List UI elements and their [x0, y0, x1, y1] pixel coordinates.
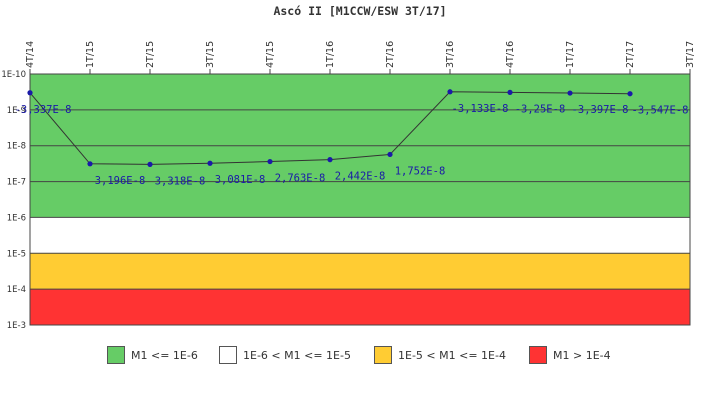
legend-swatch-green	[107, 346, 125, 364]
data-point	[507, 89, 513, 95]
data-point	[327, 157, 333, 163]
y-tick-label: 1E-9	[7, 106, 26, 116]
x-tick-label: 1T/15	[85, 41, 96, 68]
data-point	[627, 91, 633, 97]
chart-svg: Ascó II [M1CCW/ESW 3T/17] 4T/14 1T/15 2T/1…	[1, 4, 696, 331]
legend-swatch-red	[529, 346, 547, 364]
data-point	[207, 160, 213, 166]
x-tick-label: 3T/16	[445, 41, 456, 68]
data-point	[267, 158, 273, 165]
y-axis-ticks: 1E-10 1E-9 1E-8 1E-7 1E-6 1E-5 1E-4 1E-3	[1, 70, 26, 331]
y-gridlines	[30, 73, 690, 326]
data-label: -3,25E-8	[515, 103, 566, 115]
legend-item-yellow: 1E-5 < M1 <= 1E-4	[374, 345, 506, 365]
legend-swatch-white	[219, 346, 237, 364]
x-tick-label: 2T/17	[625, 41, 636, 68]
y-tick-label: 1E-8	[7, 142, 26, 152]
x-tick-label: 2T/15	[145, 41, 156, 68]
x-tick-label: 1T/16	[325, 41, 336, 68]
data-label: 2,442E-8	[335, 171, 386, 183]
x-tick-label: 4T/15	[265, 41, 276, 68]
x-tick-label: 4T/16	[505, 41, 516, 68]
x-axis-ticks: 4T/14 1T/15 2T/15 3T/15 4T/15 1T/16 2T/16 3T/16…	[25, 41, 696, 74]
x-tick-label: 2T/16	[385, 41, 396, 68]
data-label: -3,337E-8	[15, 104, 72, 116]
y-tick-label: 1E-4	[7, 285, 26, 295]
legend-item-red: M1 > 1E-4	[529, 345, 611, 365]
legend-label-white: 1E-6 < M1 <= 1E-5	[243, 348, 351, 362]
data-label: 1,752E-8	[395, 165, 446, 177]
data-label: 2,763E-8	[275, 173, 326, 185]
band-2	[30, 253, 690, 290]
x-tick-label: 1T/17	[565, 41, 576, 68]
data-point	[447, 89, 453, 95]
chart-title: Ascó II [M1CCW/ESW 3T/17]	[273, 4, 446, 18]
y-tick-label: 1E-7	[7, 178, 26, 188]
legend-label-green: M1 <= 1E-6	[131, 348, 198, 362]
band-3	[30, 289, 690, 325]
data-point	[27, 90, 33, 96]
data-label: 3,081E-8	[215, 174, 266, 186]
data-label: 3,318E-8	[155, 175, 206, 187]
x-tick-label: 3T/17	[685, 41, 696, 68]
legend-swatch-yellow	[374, 346, 392, 364]
data-point	[387, 151, 393, 158]
legend: M1 <= 1E-6 1E-6 < M1 <= 1E-5 1E-5 < M1 <…	[0, 345, 720, 367]
legend-label-red: M1 > 1E-4	[553, 348, 611, 362]
legend-item-white: 1E-6 < M1 <= 1E-5	[219, 345, 351, 365]
x-tick-label: 3T/15	[205, 41, 216, 68]
legend-item-green: M1 <= 1E-6	[107, 345, 198, 365]
data-label: -3,547E-8	[632, 105, 689, 117]
data-point	[147, 161, 153, 167]
data-point	[567, 90, 573, 96]
data-label: -3,133E-8	[452, 103, 509, 115]
data-label: -3,397E-8	[572, 104, 629, 116]
series-markers	[27, 89, 633, 167]
legend-label-yellow: 1E-5 < M1 <= 1E-4	[398, 348, 506, 362]
band-1	[30, 217, 690, 254]
data-label: 3,196E-8	[95, 175, 146, 187]
y-tick-label: 1E-6	[7, 213, 26, 223]
y-tick-label: 1E-3	[7, 321, 26, 331]
data-labels: -3,337E-8 3,196E-8 3,318E-8 3,081E-8 2,763E-…	[15, 103, 689, 188]
x-tick-label: 4T/14	[25, 41, 36, 68]
y-tick-label: 1E-10	[1, 70, 26, 80]
y-tick-label: 1E-5	[7, 249, 26, 259]
data-point	[87, 161, 93, 167]
